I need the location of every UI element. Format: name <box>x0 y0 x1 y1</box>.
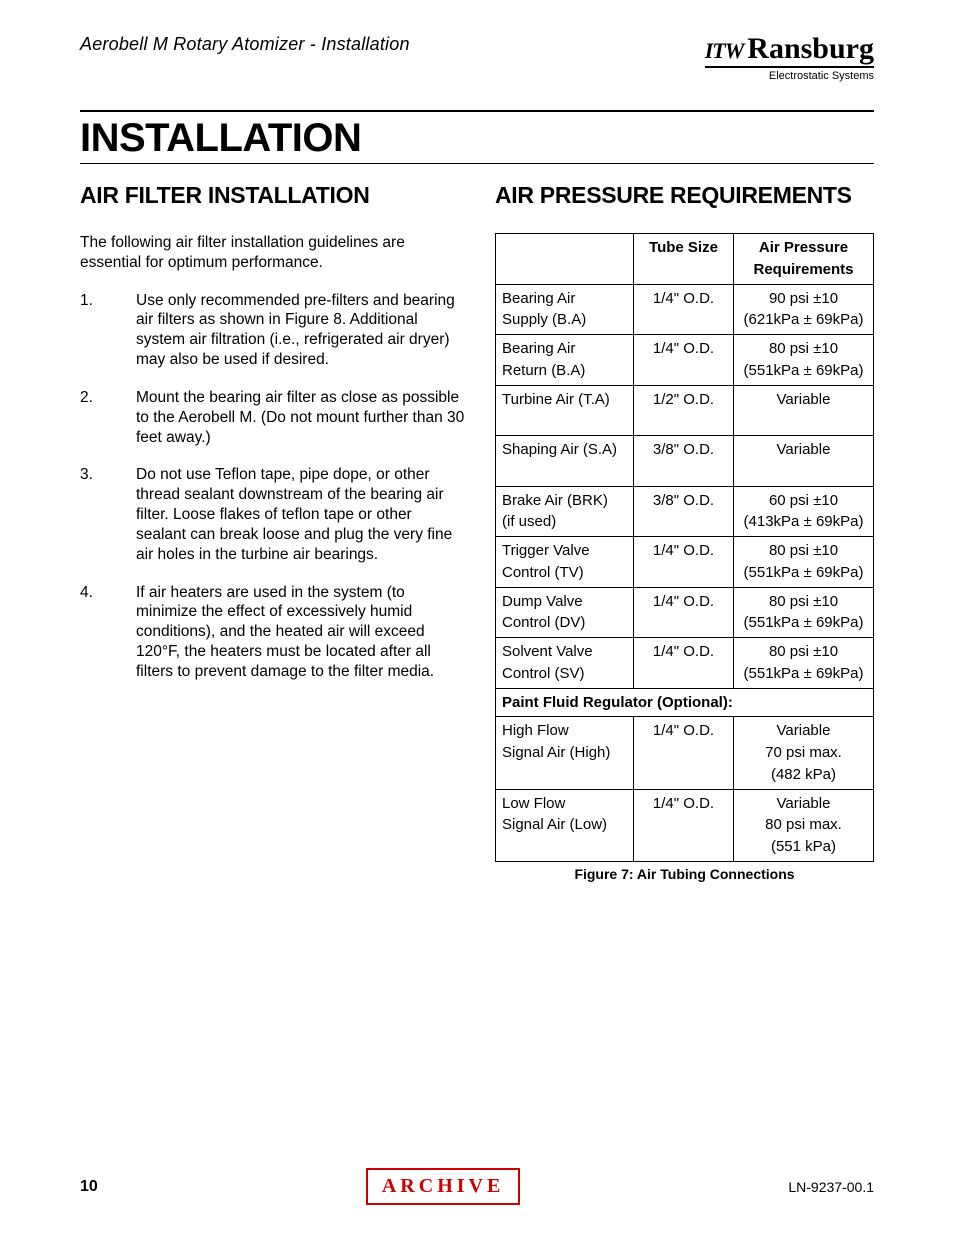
air-pressure-table: Tube Size Air Pressure Requirements Bear… <box>495 233 874 862</box>
cell-name: Brake Air (BRK)(if used) <box>496 486 634 537</box>
cell-tube-size: 3/8" O.D. <box>634 436 734 487</box>
right-heading: AIR PRESSURE REQUIREMENTS <box>495 182 874 209</box>
cell-tube-size: 1/4" O.D. <box>634 587 734 638</box>
list-item: 3.Do not use Teflon tape, pipe dope, or … <box>80 465 465 564</box>
cell-pressure: Variable80 psi max.(551 kPa) <box>734 789 874 861</box>
cell-name: Turbine Air (T.A) <box>496 385 634 436</box>
item-text: Do not use Teflon tape, pipe dope, or ot… <box>136 465 465 564</box>
logo-subtitle: Electrostatic Systems <box>705 66 874 82</box>
cell-name: Bearing AirReturn (B.A) <box>496 335 634 386</box>
rule <box>80 110 874 112</box>
cell-name: Bearing AirSupply (B.A) <box>496 284 634 335</box>
logo-prefix: ITW <box>705 38 744 63</box>
left-heading: AIR FILTER INSTALLATION <box>80 182 465 209</box>
cell-tube-size: 1/4" O.D. <box>634 335 734 386</box>
item-number: 3. <box>80 465 136 564</box>
cell-name: Trigger ValveControl (TV) <box>496 537 634 588</box>
cell-tube-size: 1/4" O.D. <box>634 789 734 861</box>
doc-title: Aerobell M Rotary Atomizer - Installatio… <box>80 34 410 55</box>
item-number: 2. <box>80 388 136 447</box>
cell-pressure: 60 psi ±10(413kPa ± 69kPa) <box>734 486 874 537</box>
th-blank <box>496 234 634 285</box>
table-row: Low FlowSignal Air (Low)1/4" O.D.Variabl… <box>496 789 874 861</box>
item-number: 1. <box>80 291 136 370</box>
table-row: Bearing AirReturn (B.A)1/4" O.D.80 psi ±… <box>496 335 874 386</box>
section-label: Paint Fluid Regulator (Optional): <box>496 688 874 717</box>
figure-caption: Figure 7: Air Tubing Connections <box>495 866 874 882</box>
cell-tube-size: 1/4" O.D. <box>634 638 734 689</box>
page-number: 10 <box>80 1178 98 1196</box>
table-row: Brake Air (BRK)(if used)3/8" O.D.60 psi … <box>496 486 874 537</box>
table-row: Dump ValveControl (DV)1/4" O.D.80 psi ±1… <box>496 587 874 638</box>
cell-tube-size: 1/4" O.D. <box>634 717 734 789</box>
item-text: Use only recommended pre-filters and bea… <box>136 291 465 370</box>
table-row: Bearing AirSupply (B.A)1/4" O.D.90 psi ±… <box>496 284 874 335</box>
item-text: If air heaters are used in the system (t… <box>136 583 465 682</box>
list-item: 2.Mount the bearing air filter as close … <box>80 388 465 447</box>
list-item: 4.If air heaters are used in the system … <box>80 583 465 682</box>
left-column: AIR FILTER INSTALLATION The following ai… <box>80 182 465 882</box>
cell-pressure: Variable <box>734 436 874 487</box>
cell-name: Shaping Air (S.A) <box>496 436 634 487</box>
cell-tube-size: 1/2" O.D. <box>634 385 734 436</box>
th-air-pressure: Air Pressure Requirements <box>734 234 874 285</box>
table-section-row: Paint Fluid Regulator (Optional): <box>496 688 874 717</box>
cell-tube-size: 1/4" O.D. <box>634 537 734 588</box>
cell-pressure: Variable70 psi max.(482 kPa) <box>734 717 874 789</box>
cell-pressure: 90 psi ±10(621kPa ± 69kPa) <box>734 284 874 335</box>
cell-name: High FlowSignal Air (High) <box>496 717 634 789</box>
table-header-row: Tube Size Air Pressure Requirements <box>496 234 874 285</box>
brand-logo: ITWRansburg Electrostatic Systems <box>705 34 874 82</box>
content-columns: AIR FILTER INSTALLATION The following ai… <box>80 182 874 882</box>
page-footer: 10 ARCHIVE LN-9237-00.1 <box>80 1168 874 1205</box>
main-heading: INSTALLATION <box>80 116 874 161</box>
cell-pressure: 80 psi ±10(551kPa ± 69kPa) <box>734 587 874 638</box>
table-row: Shaping Air (S.A) 3/8" O.D.Variable <box>496 436 874 487</box>
page-header: Aerobell M Rotary Atomizer - Installatio… <box>80 34 874 82</box>
cell-tube-size: 1/4" O.D. <box>634 284 734 335</box>
cell-name: Low FlowSignal Air (Low) <box>496 789 634 861</box>
right-column: AIR PRESSURE REQUIREMENTS Tube Size Air … <box>495 182 874 882</box>
archive-badge: ARCHIVE <box>366 1168 520 1205</box>
logo-name: Ransburg <box>747 32 874 65</box>
cell-pressure: Variable <box>734 385 874 436</box>
numbered-list: 1.Use only recommended pre-filters and b… <box>80 291 465 682</box>
list-item: 1.Use only recommended pre-filters and b… <box>80 291 465 370</box>
cell-name: Dump ValveControl (DV) <box>496 587 634 638</box>
item-text: Mount the bearing air filter as close as… <box>136 388 465 447</box>
item-number: 4. <box>80 583 136 682</box>
table-row: High FlowSignal Air (High)1/4" O.D.Varia… <box>496 717 874 789</box>
cell-pressure: 80 psi ±10(551kPa ± 69kPa) <box>734 638 874 689</box>
intro-text: The following air filter installation gu… <box>80 233 465 273</box>
table-row: Trigger ValveControl (TV)1/4" O.D.80 psi… <box>496 537 874 588</box>
table-row: Turbine Air (T.A) 1/2" O.D.Variable <box>496 385 874 436</box>
cell-pressure: 80 psi ±10(551kPa ± 69kPa) <box>734 537 874 588</box>
table-row: Solvent ValveControl (SV)1/4" O.D.80 psi… <box>496 638 874 689</box>
cell-name: Solvent ValveControl (SV) <box>496 638 634 689</box>
th-tube-size: Tube Size <box>634 234 734 285</box>
cell-tube-size: 3/8" O.D. <box>634 486 734 537</box>
doc-code: LN-9237-00.1 <box>788 1179 874 1195</box>
rule <box>80 163 874 164</box>
cell-pressure: 80 psi ±10(551kPa ± 69kPa) <box>734 335 874 386</box>
